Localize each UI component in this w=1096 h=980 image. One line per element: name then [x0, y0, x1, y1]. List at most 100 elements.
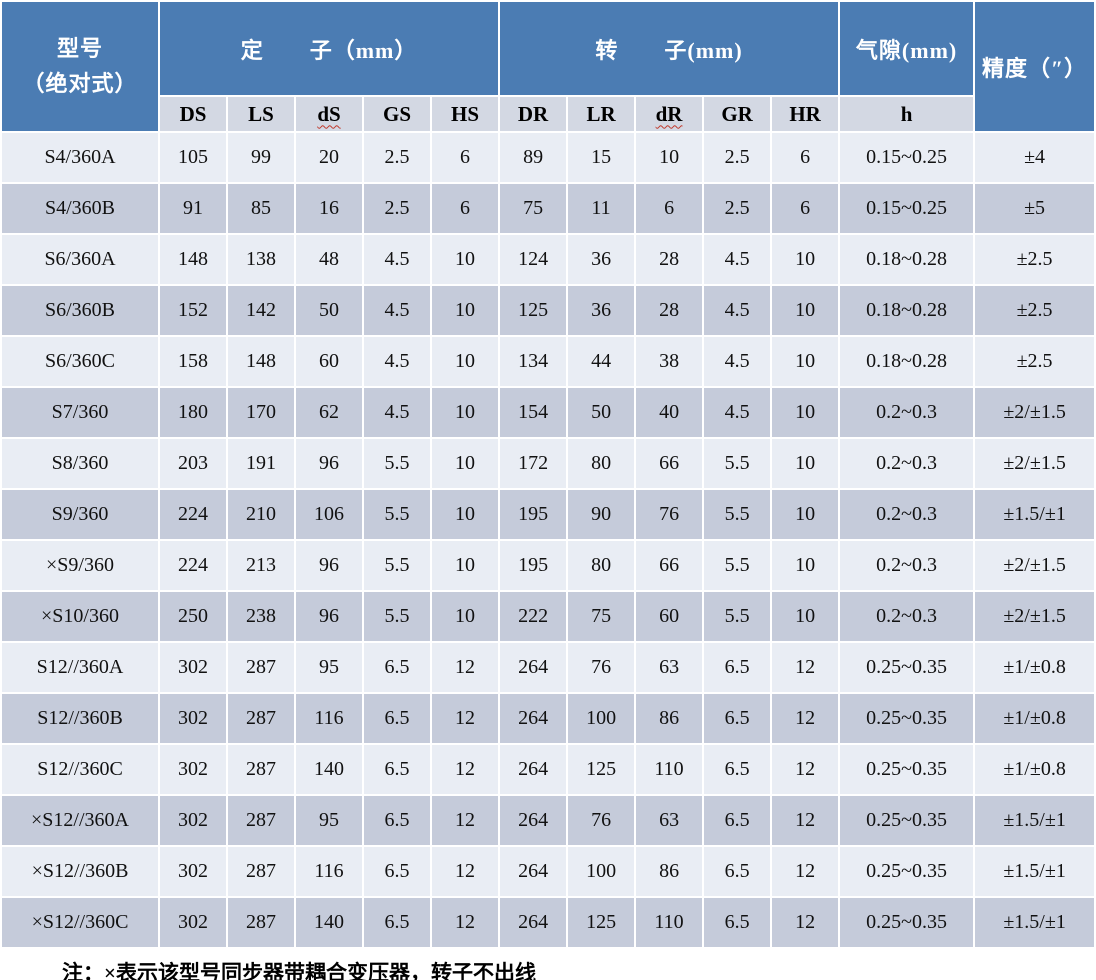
cell-GS: 5.5 — [362, 437, 432, 490]
cell-dS: 116 — [294, 692, 364, 745]
cell-DS: 302 — [158, 896, 228, 949]
cell-h: 0.18~0.28 — [838, 233, 976, 286]
cell-LR: 80 — [566, 437, 637, 490]
cell-DR: 264 — [498, 794, 569, 847]
cell-DR: 264 — [498, 641, 569, 694]
cell-LR: 100 — [566, 692, 637, 745]
table-row: ×S12//360A 302 287 95 6.5 12 264 76 63 6.5 12 0.25~… — [0, 794, 1096, 847]
cell-LS: 238 — [226, 590, 296, 643]
cell-GS: 2.5 — [362, 182, 432, 235]
subheader-HS: HS — [429, 95, 501, 133]
cell-HS: 10 — [429, 386, 501, 439]
subheader-LR: LR — [566, 95, 637, 133]
cell-accuracy: ±2/±1.5 — [973, 539, 1096, 592]
cell-HR: 10 — [770, 386, 841, 439]
cell-GS: 4.5 — [362, 335, 432, 388]
table-row: S6/360B 152 142 50 4.5 10 125 36 28 4.5 10 0.18~0.2… — [0, 284, 1096, 337]
cell-dS: 60 — [294, 335, 364, 388]
cell-GS: 5.5 — [362, 590, 432, 643]
cell-model: S6/360A — [0, 233, 160, 286]
table-body: S4/360A 105 99 20 2.5 6 89 15 10 2.5 6 0.15~0.25 ±4 S… — [0, 131, 1096, 949]
cell-LR: 90 — [566, 488, 637, 541]
cell-GR: 5.5 — [702, 488, 773, 541]
cell-GR: 4.5 — [702, 386, 773, 439]
cell-h: 0.15~0.25 — [838, 182, 976, 235]
subheader-label: HS — [451, 101, 480, 126]
cell-GR: 2.5 — [702, 131, 773, 184]
cell-dS: 16 — [294, 182, 364, 235]
cell-DR: 195 — [498, 539, 569, 592]
cell-h: 0.2~0.3 — [838, 386, 976, 439]
cell-LS: 142 — [226, 284, 296, 337]
cell-dR: 76 — [634, 488, 705, 541]
cell-GS: 6.5 — [362, 794, 432, 847]
cell-GS: 2.5 — [362, 131, 432, 184]
cell-accuracy: ±1.5/±1 — [973, 845, 1096, 898]
cell-LR: 44 — [566, 335, 637, 388]
header-model-line1: 型号 — [56, 36, 103, 62]
cell-LR: 15 — [566, 131, 637, 184]
cell-GR: 6.5 — [702, 845, 773, 898]
cell-HR: 6 — [770, 131, 841, 184]
cell-LS: 99 — [226, 131, 296, 184]
cell-GR: 5.5 — [702, 539, 773, 592]
cell-accuracy: ±4 — [973, 131, 1096, 184]
subheader-GS: GS — [362, 95, 432, 133]
subheader-label: DR — [517, 101, 549, 126]
cell-h: 0.25~0.35 — [838, 692, 976, 745]
table-row: S9/360 224 210 106 5.5 10 195 90 76 5.5 10 0.2~0.3 ±… — [0, 488, 1096, 541]
cell-GR: 6.5 — [702, 692, 773, 745]
cell-h: 0.15~0.25 — [838, 131, 976, 184]
cell-h: 0.2~0.3 — [838, 488, 976, 541]
cell-dS: 96 — [294, 437, 364, 490]
table-row: S12//360B 302 287 116 6.5 12 264 100 86 6.5 12 0.25… — [0, 692, 1096, 745]
cell-model: S8/360 — [0, 437, 160, 490]
cell-dS: 96 — [294, 590, 364, 643]
cell-LR: 125 — [566, 896, 637, 949]
cell-dS: 140 — [294, 743, 364, 796]
subheader-LS: LS — [226, 95, 296, 133]
cell-HR: 10 — [770, 335, 841, 388]
cell-DS: 224 — [158, 488, 228, 541]
cell-dR: 38 — [634, 335, 705, 388]
cell-HR: 10 — [770, 488, 841, 541]
cell-DS: 302 — [158, 692, 228, 745]
cell-accuracy: ±2/±1.5 — [973, 590, 1096, 643]
cell-dS: 95 — [294, 794, 364, 847]
subheader-GR: GR — [702, 95, 773, 133]
cell-HS: 12 — [429, 692, 501, 745]
cell-accuracy: ±1.5/±1 — [973, 488, 1096, 541]
cell-accuracy: ±1/±0.8 — [973, 692, 1096, 745]
cell-accuracy: ±2/±1.5 — [973, 437, 1096, 490]
cell-h: 0.2~0.3 — [838, 590, 976, 643]
cell-DR: 195 — [498, 488, 569, 541]
cell-accuracy: ±5 — [973, 182, 1096, 235]
subheader-label: dS — [317, 101, 341, 126]
cell-HS: 10 — [429, 488, 501, 541]
cell-GS: 6.5 — [362, 845, 432, 898]
header-airgap-group: 气隙(mm) — [838, 0, 976, 97]
cell-HS: 12 — [429, 794, 501, 847]
cell-dR: 40 — [634, 386, 705, 439]
cell-LS: 191 — [226, 437, 296, 490]
table-row: S7/360 180 170 62 4.5 10 154 50 40 4.5 10 0.2~0.3 ±2… — [0, 386, 1096, 439]
cell-LR: 125 — [566, 743, 637, 796]
table-header: 型号 （绝对式） 定 子（mm） 转 子(mm) 气隙(mm) 精度（″） DS… — [0, 0, 1096, 133]
cell-DR: 222 — [498, 590, 569, 643]
cell-accuracy: ±2.5 — [973, 233, 1096, 286]
cell-HS: 10 — [429, 590, 501, 643]
cell-HR: 12 — [770, 692, 841, 745]
table-row: S8/360 203 191 96 5.5 10 172 80 66 5.5 10 0.2~0.3 ±2… — [0, 437, 1096, 490]
cell-model: ×S12//360C — [0, 896, 160, 949]
cell-LS: 287 — [226, 896, 296, 949]
cell-dS: 48 — [294, 233, 364, 286]
cell-GR: 4.5 — [702, 284, 773, 337]
cell-GS: 5.5 — [362, 488, 432, 541]
cell-GS: 4.5 — [362, 386, 432, 439]
table-row: ×S10/360 250 238 96 5.5 10 222 75 60 5.5 10 0.2~0.3… — [0, 590, 1096, 643]
cell-h: 0.25~0.35 — [838, 641, 976, 694]
cell-DS: 250 — [158, 590, 228, 643]
cell-model: S9/360 — [0, 488, 160, 541]
cell-dR: 6 — [634, 182, 705, 235]
cell-h: 0.25~0.35 — [838, 743, 976, 796]
